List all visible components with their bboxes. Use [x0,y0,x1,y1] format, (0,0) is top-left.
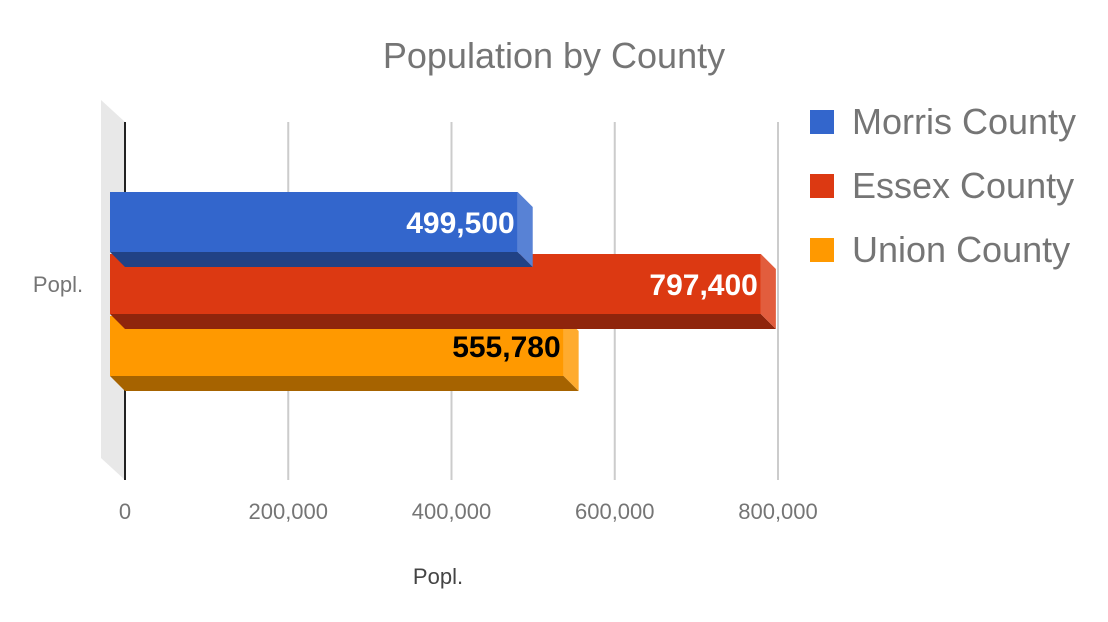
legend-swatch [810,174,834,198]
bar-bottom-face [110,252,533,267]
data-label: 797,400 [649,269,757,302]
bar-end-face [760,254,776,329]
chart-title: Population by County [383,35,725,76]
bar-end-face [563,316,579,391]
x-tick-label: 0 [119,499,131,524]
legend-label: Morris County [852,101,1076,142]
x-tick-label: 400,000 [412,499,492,524]
data-label: 499,500 [406,207,514,240]
legend-label: Union County [852,229,1070,270]
x-tick-label: 800,000 [738,499,818,524]
bar [110,192,518,252]
x-axis-label: Popl. [413,564,463,589]
y-category-label: Popl. [33,272,83,297]
legend-label: Essex County [852,165,1074,206]
data-label: 555,780 [452,331,560,364]
plot-area: 0 200,000 400,000 600,000 800,000 Popl. 499,50… [33,100,818,524]
legend-swatch [810,238,834,262]
legend-swatch [810,110,834,134]
bar-end-face [517,192,533,267]
legend: Morris County Essex County Union County [810,101,1076,270]
bar-bottom-face [110,314,776,329]
bar-bottom-face [110,376,579,391]
x-tick-label: 200,000 [248,499,328,524]
x-tick-label: 600,000 [575,499,655,524]
